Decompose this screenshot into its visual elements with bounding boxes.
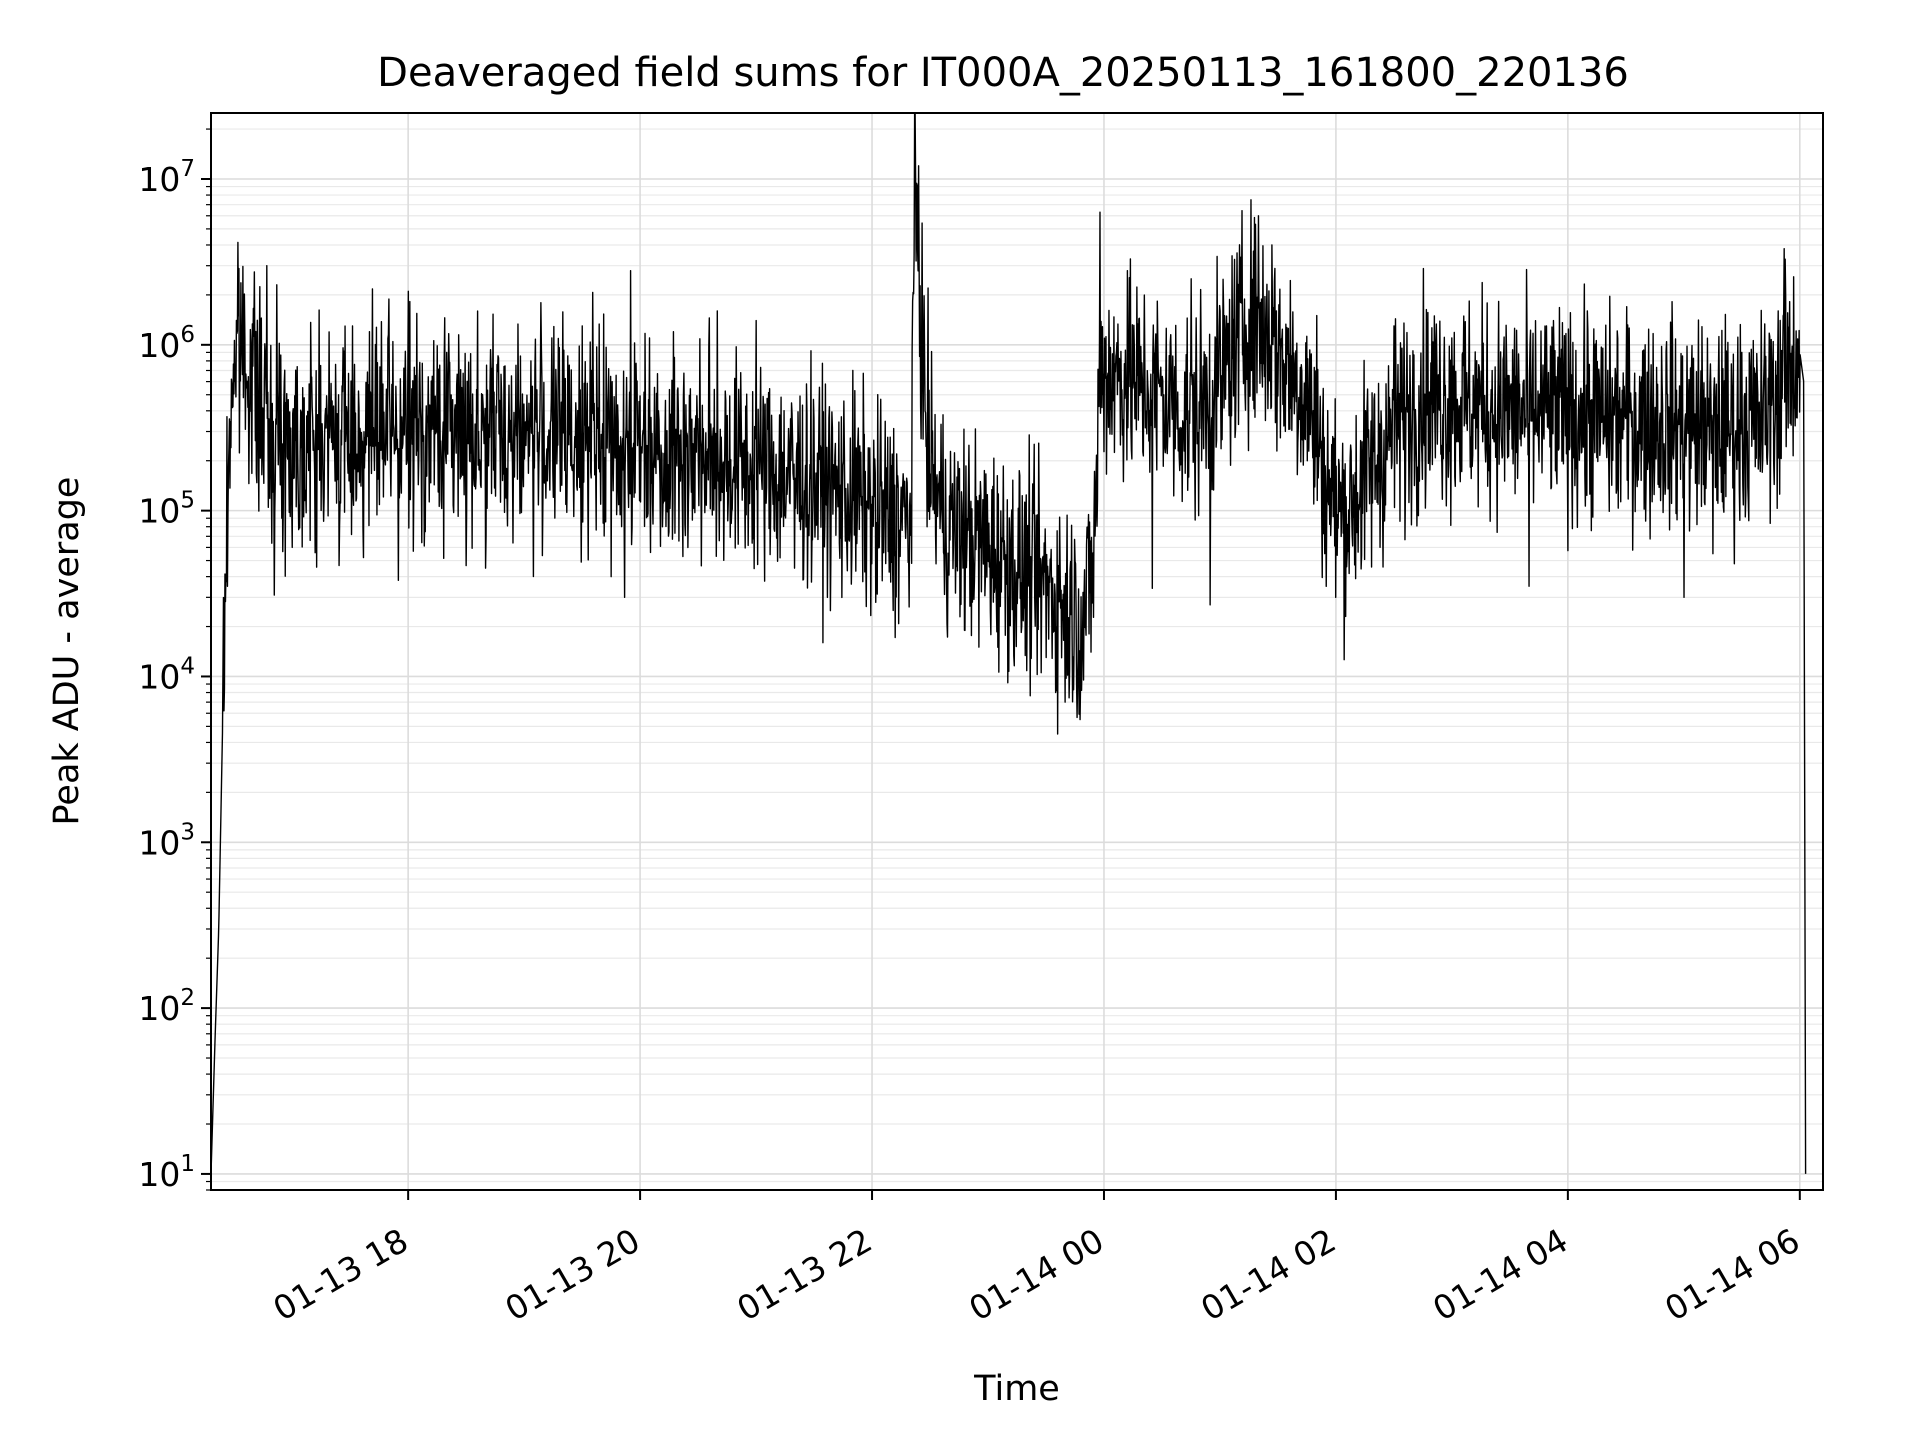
x-tick-label: 01-13 18 (267, 1221, 415, 1329)
chart-title: Deaveraged field sums for IT000A_2025011… (377, 50, 1629, 96)
y-tick-label: 103 (138, 819, 195, 862)
series-group (210, 112, 1807, 1174)
x-tick-label: 01-14 04 (1426, 1221, 1574, 1329)
series-line (210, 112, 1807, 1174)
y-tick-label: 104 (138, 653, 195, 696)
plot-frame (210, 112, 1824, 1191)
y-tick-label: 102 (138, 985, 195, 1028)
y-axis-label: Peak ADU - average (47, 477, 87, 826)
y-tick-label: 105 (138, 488, 195, 531)
x-tick-label: 01-14 06 (1658, 1221, 1806, 1329)
x-tick-label: 01-14 00 (962, 1221, 1110, 1329)
x-axis-label: Time (973, 1369, 1060, 1409)
x-tick-label: 01-13 22 (730, 1221, 878, 1329)
x-tick-label: 01-13 20 (498, 1221, 646, 1329)
y-axis-ticks: 101 102 103 104 105 106 107 (138, 128, 211, 1194)
y-tick-label: 101 (138, 1151, 195, 1194)
grid-lines (211, 113, 1823, 1191)
y-tick-label: 107 (138, 156, 195, 199)
y-tick-label: 106 (138, 322, 195, 365)
x-tick-label: 01-14 02 (1194, 1221, 1342, 1329)
x-axis-ticks: 01-13 18 01-13 20 01-13 22 01-14 00 01-14 02… (267, 1190, 1806, 1329)
